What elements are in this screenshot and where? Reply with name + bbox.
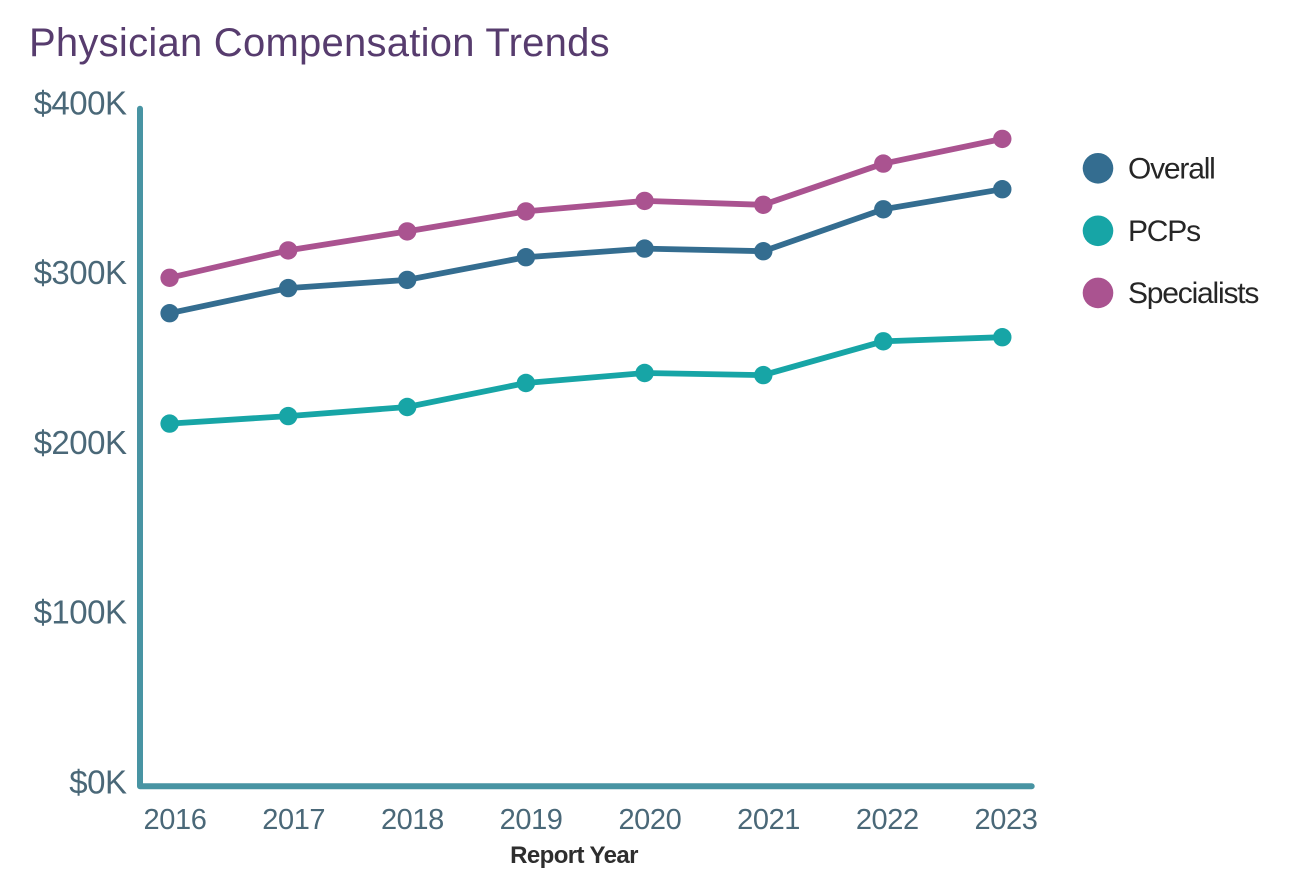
svg-text:$200K: $200K <box>34 424 127 461</box>
svg-text:Physician Compensation Trends: Physician Compensation Trends <box>29 21 610 65</box>
svg-text:2022: 2022 <box>856 804 919 836</box>
svg-text:Report Year: Report Year <box>510 842 638 869</box>
svg-text:2023: 2023 <box>975 804 1038 836</box>
svg-text:Specialists: Specialists <box>1128 277 1258 310</box>
svg-text:PCPs: PCPs <box>1128 215 1200 248</box>
svg-text:2018: 2018 <box>381 804 444 836</box>
svg-text:2021: 2021 <box>737 804 800 836</box>
svg-text:$100K: $100K <box>34 594 127 631</box>
svg-text:$300K: $300K <box>34 254 127 291</box>
svg-text:2020: 2020 <box>618 804 681 836</box>
svg-text:$0K: $0K <box>69 763 127 800</box>
svg-text:$400K: $400K <box>34 85 127 122</box>
svg-text:Overall: Overall <box>1128 153 1215 186</box>
svg-text:2016: 2016 <box>144 804 207 836</box>
svg-text:2017: 2017 <box>262 804 325 836</box>
svg-text:2019: 2019 <box>500 804 563 836</box>
